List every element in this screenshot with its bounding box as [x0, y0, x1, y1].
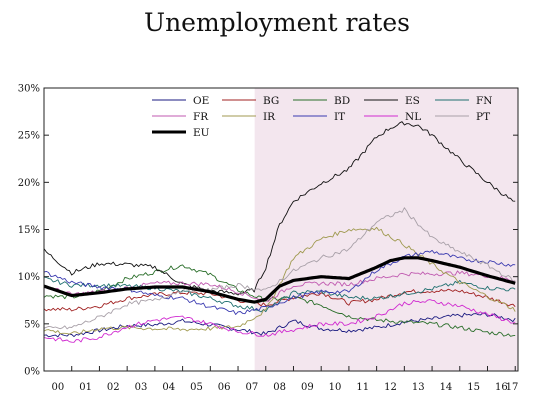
series-line-nl [43, 299, 516, 343]
y-tick-label: 0% [24, 367, 40, 378]
legend-label-it: IT [334, 111, 345, 123]
x-tick-label: 13 [412, 382, 425, 393]
axes: 0% 5% 10% 15% 20% 25% 30% 00 01 02 03 04 05 06 07 08 09 1… [18, 84, 519, 393]
legend-label-fn: FN [476, 95, 492, 107]
series-line-es [43, 121, 516, 296]
x-tick-label: 16 [495, 382, 508, 393]
series-line-ir [43, 226, 516, 335]
x-tick-label: 12 [384, 382, 397, 393]
x-tick-label: 05 [190, 382, 203, 393]
x-tick-label: 00 [51, 382, 64, 393]
legend-label-bg: BG [263, 95, 279, 107]
y-tick-label: 5% [24, 319, 40, 330]
y-tick-label: 10% [18, 272, 40, 283]
y-tick-label: 30% [18, 84, 40, 95]
legend-label-nl: NL [405, 111, 421, 123]
legend-label-oe: OE [193, 95, 209, 107]
x-tick-label: 09 [301, 382, 314, 393]
series-layer [43, 121, 516, 343]
series-line-pt [43, 207, 516, 330]
x-tick-label: 17 [506, 382, 519, 393]
legend-label-bd: BD [334, 95, 350, 107]
y-tick-label: 25% [18, 131, 40, 142]
x-tick-label: 15 [467, 382, 480, 393]
x-tick-label: 03 [135, 382, 148, 393]
legend-label-ir: IR [263, 111, 276, 123]
series-line-eu [43, 256, 516, 304]
series-line-bd [43, 264, 516, 337]
x-tick-label: 06 [218, 382, 231, 393]
series-line-fn [43, 276, 516, 313]
shaded-region [254, 88, 518, 371]
y-tick-label: 20% [18, 178, 40, 189]
x-tick-label: 08 [273, 382, 286, 393]
legend-label-pt: PT [476, 111, 490, 123]
chart-title: Unemployment rates [144, 8, 410, 37]
legend-label-eu: EU [193, 127, 210, 139]
x-tick-label: 10 [329, 382, 342, 393]
legend-label-es: ES [405, 95, 420, 107]
series-line-oe [43, 312, 516, 338]
legend: OE BG BD ES FN FR IR IT NL PT EU [152, 95, 492, 139]
x-tick-label: 02 [107, 382, 120, 393]
plot-background [254, 88, 518, 371]
legend-label-fr: FR [193, 111, 209, 123]
x-tick-label: 07 [246, 382, 259, 393]
y-tick-label: 15% [18, 225, 40, 236]
x-tick-label: 04 [162, 382, 175, 393]
x-tick-label: 14 [440, 382, 453, 393]
x-tick-label: 01 [79, 382, 92, 393]
x-tick-label: 11 [356, 382, 369, 393]
